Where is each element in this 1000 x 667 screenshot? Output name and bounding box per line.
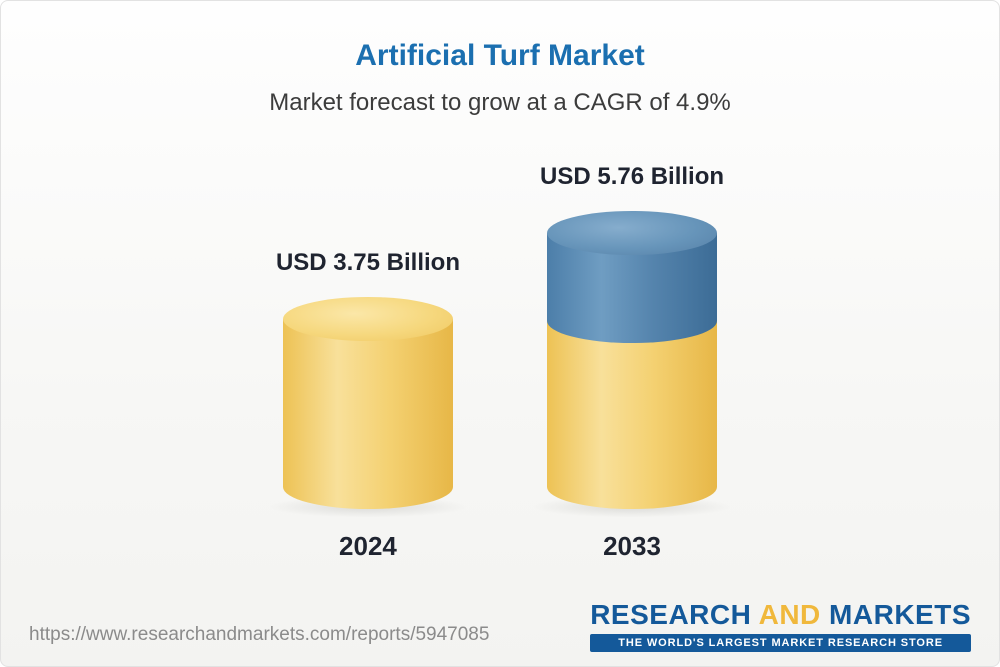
- bar-group-2024: USD 3.75 Billion 2024: [264, 249, 471, 562]
- logo-word-and: AND: [758, 599, 821, 630]
- bar-segment-yellow-2024: [282, 319, 453, 509]
- logo-word-research: RESEARCH: [590, 599, 752, 630]
- bar-cap-2024: [282, 297, 453, 341]
- chart-title: Artificial Turf Market: [355, 39, 645, 72]
- report-url[interactable]: https://www.researchandmarkets.com/repor…: [29, 624, 490, 645]
- bar-segment-yellow-2033: [547, 321, 718, 509]
- bar-value-label-2033: USD 5.76 Billion: [540, 163, 725, 190]
- logo-wordmark: RESEARCH AND MARKETS: [590, 599, 971, 631]
- chart-subtitle: Market forecast to grow at a CAGR of 4.9…: [269, 89, 731, 116]
- x-axis-label-2033: 2033: [603, 531, 661, 561]
- chart-header: Artificial Turf Market Market forecast t…: [1, 39, 999, 117]
- bar-value-label-2024: USD 3.75 Billion: [275, 249, 460, 276]
- bar-chart: USD 3.75 Billion 2024 USD 5.76 Billion 2…: [1, 163, 999, 562]
- bar-cylinder-2033: [529, 211, 736, 518]
- bar-cylinder-2024: [264, 297, 471, 518]
- research-and-markets-logo: RESEARCH AND MARKETS THE WORLD'S LARGEST…: [590, 599, 971, 652]
- logo-word-markets: MARKETS: [829, 599, 971, 630]
- logo-tagline: THE WORLD'S LARGEST MARKET RESEARCH STOR…: [590, 634, 971, 652]
- bar-cap-2033: [547, 211, 718, 255]
- x-axis-label-2024: 2024: [339, 531, 397, 561]
- bar-group-2033: USD 5.76 Billion 2033: [529, 163, 736, 562]
